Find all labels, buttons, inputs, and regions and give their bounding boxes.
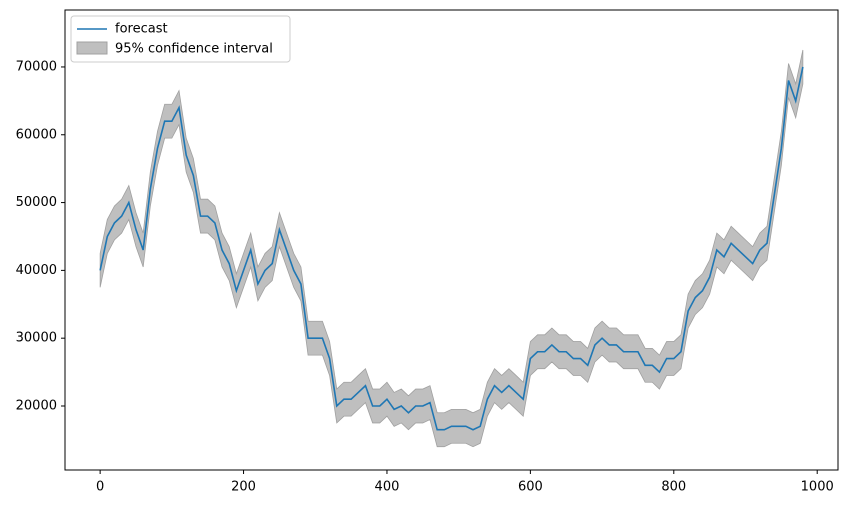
x-tick-label: 200 (231, 480, 256, 495)
y-tick-label: 70000 (16, 59, 57, 74)
x-tick-label: 400 (375, 480, 400, 495)
legend-label: forecast (115, 22, 168, 37)
x-tick-label: 1000 (801, 480, 834, 495)
forecast-line (99, 66, 804, 431)
x-tick-label: 600 (518, 480, 543, 495)
legend-box (70, 15, 291, 63)
confidence-band (99, 49, 804, 448)
legend-label: 95% confidence interval (115, 42, 273, 57)
x-tick-label: 800 (661, 480, 686, 495)
x-tick-label: 0 (96, 480, 104, 495)
y-tick-label: 50000 (16, 195, 57, 210)
plot-frame (64, 9, 839, 471)
y-tick-label: 20000 (16, 398, 57, 413)
y-tick-label: 30000 (16, 331, 57, 346)
y-tick-label: 60000 (16, 127, 57, 142)
y-tick-label: 40000 (16, 263, 57, 278)
legend-patch (76, 41, 108, 55)
